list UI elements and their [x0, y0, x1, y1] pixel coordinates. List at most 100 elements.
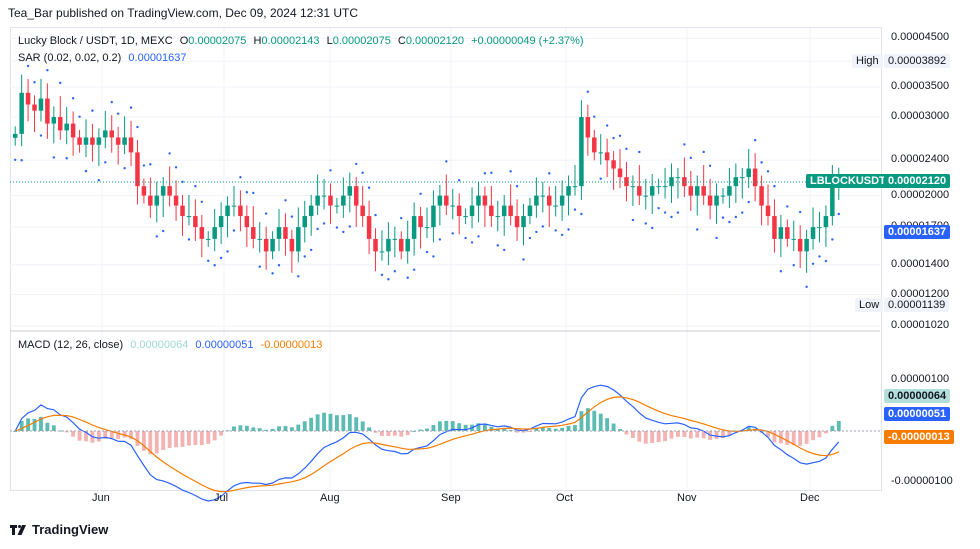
candle-body — [103, 130, 108, 138]
high-tag-value: 0.00003892 — [884, 54, 951, 68]
candle-body — [405, 238, 410, 252]
sar-dot — [522, 258, 525, 261]
macd-hist-bar — [791, 431, 796, 446]
macd-hist-bar — [270, 428, 275, 431]
macd-hist-bar — [598, 413, 603, 431]
macd-hist-bar — [630, 431, 635, 439]
macd-hist-bar — [154, 431, 159, 454]
sar-dot — [59, 81, 62, 85]
sar-dot — [445, 160, 448, 163]
time-tick-label: Dec — [800, 492, 820, 504]
macd-hist-bar — [26, 418, 31, 431]
candle-body — [115, 137, 121, 145]
macd-hist-bar — [45, 422, 50, 431]
sar-dot — [786, 205, 789, 208]
sar-dot — [457, 179, 461, 182]
low-label: L — [326, 35, 333, 47]
candle-body — [727, 186, 732, 196]
candle-body — [450, 205, 455, 207]
candle-body — [791, 238, 796, 240]
macd-hist-bar — [167, 431, 172, 449]
candle-body — [399, 238, 404, 252]
candle-body — [469, 205, 475, 217]
sar-dot — [174, 166, 178, 169]
macd-hist-bar — [103, 431, 108, 439]
candle-body — [617, 168, 623, 178]
candle-body — [508, 205, 513, 217]
macd-hist-bar — [656, 431, 661, 443]
sar-dot — [239, 176, 242, 179]
candle-body — [688, 186, 694, 196]
sar-legend: SAR (0.02, 0.02, 0.2) 0.00001637 — [18, 52, 187, 64]
candle-body — [540, 195, 546, 197]
sar-dot — [753, 139, 757, 142]
candle-body — [353, 186, 359, 206]
low-tag-value: 0.00001139 — [884, 298, 950, 312]
macd-hist-bar — [560, 427, 565, 431]
candle-body — [817, 227, 822, 229]
macd-hist-bar — [437, 421, 442, 431]
sar-dot — [618, 134, 622, 137]
sar-dot — [200, 200, 204, 204]
low-tag-label: Low — [855, 298, 884, 312]
candle-body — [263, 238, 269, 252]
candle-body — [341, 195, 346, 206]
sar-dot — [219, 256, 223, 260]
sar-dot — [798, 210, 802, 214]
sar-dot — [696, 228, 699, 231]
macd-hist-bar — [676, 431, 680, 437]
sar-dot — [477, 235, 480, 238]
candle-body — [740, 177, 745, 179]
sar-dot — [503, 248, 506, 252]
candle-body — [797, 238, 803, 252]
sar-dot — [277, 264, 281, 267]
sar-dot — [400, 216, 403, 220]
macd-hist-bar — [174, 431, 178, 448]
sar-dot — [509, 170, 512, 173]
sar-dot — [252, 191, 255, 195]
candle-body — [334, 205, 340, 207]
sar-dot — [116, 112, 120, 115]
sar-dot — [271, 272, 274, 275]
candle-body — [296, 227, 301, 252]
sar-dot — [490, 171, 493, 175]
chart-frame[interactable] — [10, 27, 882, 491]
macd-hist-bar — [836, 421, 841, 431]
macd-signal-line — [14, 396, 840, 493]
candle-body — [77, 137, 82, 145]
candle-body — [624, 177, 629, 187]
sar-dot — [580, 212, 583, 216]
tradingview-logo[interactable]: TradingView — [10, 522, 108, 537]
sar-dot — [303, 255, 306, 258]
sar-dot — [432, 255, 435, 258]
candle-body — [257, 238, 262, 240]
candle-body — [527, 205, 533, 217]
sar-dot — [187, 238, 191, 241]
macd-hist-bar — [219, 431, 224, 436]
sar-dot — [52, 156, 56, 159]
sar-dot — [483, 172, 487, 175]
sar-dot — [792, 264, 795, 267]
macd-hist-bar — [766, 431, 770, 437]
sar-dot — [110, 100, 113, 104]
symbol-label: Lucky Block / USDT, 1D, MEXC — [18, 35, 173, 47]
sar-dot — [567, 228, 570, 231]
macd-hist-bar — [341, 415, 346, 431]
sar-dot — [123, 167, 126, 170]
candle-body — [476, 195, 481, 206]
macd-hist-bar — [19, 421, 24, 431]
macd-hist-bar — [405, 431, 410, 436]
macd-hist-bar — [830, 425, 835, 431]
candle-body — [714, 195, 719, 206]
candle-body — [315, 195, 320, 206]
macd-hist-bar — [682, 431, 687, 438]
sar-dot — [599, 177, 602, 180]
low-value: 0.00002075 — [332, 35, 391, 47]
candle-body — [276, 227, 282, 239]
sar-dot — [104, 161, 107, 164]
macd-layer — [13, 384, 841, 502]
sar-dot — [683, 143, 686, 146]
candle-body — [373, 238, 378, 252]
sar-dot — [84, 169, 88, 173]
